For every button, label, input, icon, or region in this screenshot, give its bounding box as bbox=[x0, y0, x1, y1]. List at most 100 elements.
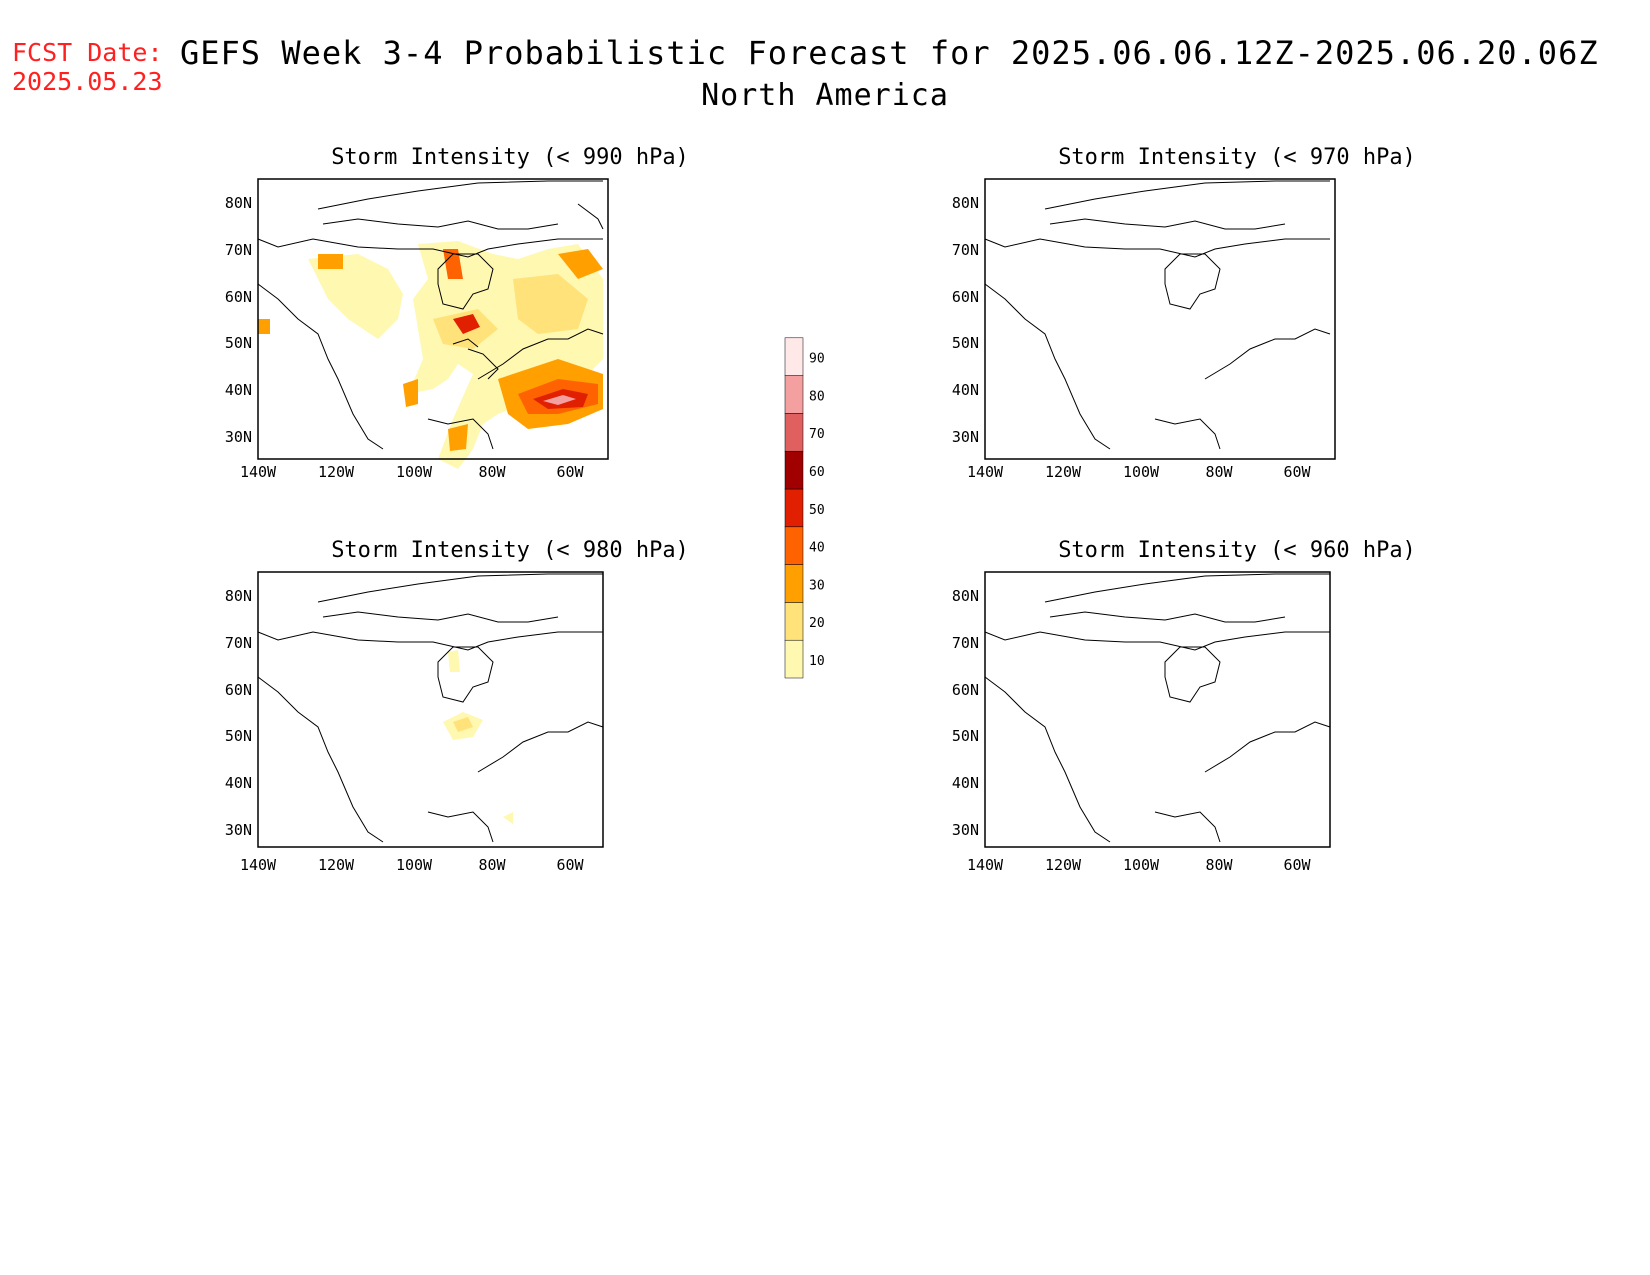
lat-tick-label: 70N bbox=[952, 241, 979, 259]
lon-tick-label: 60W bbox=[556, 463, 584, 481]
colorbar-label: 60 bbox=[809, 465, 825, 480]
lat-tick-label: 60N bbox=[952, 681, 979, 699]
lat-tick-label: 50N bbox=[225, 334, 252, 352]
shade-area bbox=[318, 254, 343, 269]
lat-tick-label: 40N bbox=[225, 774, 252, 792]
lon-tick-label: 100W bbox=[1123, 463, 1160, 481]
colorbar-swatch bbox=[784, 526, 804, 565]
shade-area bbox=[543, 395, 576, 405]
shade-area bbox=[558, 249, 603, 279]
lat-tick-label: 70N bbox=[225, 241, 252, 259]
colorbar-labels: 10 20 30 40 50 60 70 80 90 bbox=[809, 352, 825, 669]
lon-tick-label: 80W bbox=[1205, 856, 1233, 874]
map-980: 80N 70N 60N 50N 40N 30N 140W 120W 100W 80W 60W bbox=[225, 571, 604, 874]
probability-shading bbox=[258, 241, 603, 469]
colorbar-boxes bbox=[784, 337, 804, 679]
lat-tick-label: 70N bbox=[952, 634, 979, 652]
lat-tick-label: 30N bbox=[952, 821, 979, 839]
shade-area bbox=[443, 249, 463, 279]
colorbar-swatch bbox=[784, 639, 804, 679]
colorbar-label: 10 bbox=[809, 654, 825, 669]
lat-tick-label: 30N bbox=[952, 428, 979, 446]
lon-tick-label: 80W bbox=[478, 463, 506, 481]
lat-tick-label: 60N bbox=[952, 288, 979, 306]
map-frame bbox=[984, 571, 1331, 848]
shade-area bbox=[448, 650, 460, 672]
panel-title-970: Storm Intensity (< 970 hPa) bbox=[1058, 145, 1416, 170]
shade-area bbox=[308, 254, 403, 339]
lat-tick-label: 50N bbox=[952, 727, 979, 745]
shade-area bbox=[448, 424, 468, 451]
coastline bbox=[984, 180, 1331, 450]
colorbar-label: 90 bbox=[809, 352, 825, 367]
colorbar-swatch bbox=[784, 337, 804, 376]
probability-shading bbox=[443, 650, 513, 824]
panel-title-980: Storm Intensity (< 980 hPa) bbox=[331, 538, 689, 563]
lat-tick-label: 60N bbox=[225, 288, 252, 306]
forecast-date-value: 2025.05.23 bbox=[12, 67, 163, 96]
colorbar-swatch bbox=[784, 564, 804, 603]
lon-tick-label: 100W bbox=[1123, 856, 1160, 874]
shade-area bbox=[453, 717, 473, 732]
page-subtitle: North America bbox=[701, 78, 949, 113]
lon-tick-label: 140W bbox=[240, 463, 277, 481]
lon-tick-label: 120W bbox=[1045, 856, 1082, 874]
colorbar-label: 80 bbox=[809, 389, 825, 404]
shade-area bbox=[453, 314, 480, 334]
coastline bbox=[984, 573, 1331, 843]
shade-area bbox=[408, 241, 603, 469]
lon-tick-label: 140W bbox=[967, 856, 1004, 874]
colorbar-label: 70 bbox=[809, 427, 825, 442]
map-frame bbox=[257, 178, 609, 460]
lon-tick-label: 120W bbox=[1045, 463, 1082, 481]
panel-title-960: Storm Intensity (< 960 hPa) bbox=[1058, 538, 1416, 563]
forecast-date-block: FCST Date: 2025.05.23 bbox=[12, 38, 163, 96]
shade-area bbox=[503, 812, 513, 824]
lon-tick-label: 80W bbox=[1205, 463, 1233, 481]
colorbar-swatch bbox=[784, 450, 804, 490]
colorbar-swatch bbox=[784, 375, 804, 414]
lat-tick-label: 50N bbox=[225, 727, 252, 745]
lat-tick-label: 80N bbox=[952, 587, 979, 605]
lat-tick-label: 30N bbox=[225, 821, 252, 839]
panel-980: Storm Intensity (< 980 hPa) 80N 70N 60N 50N… bbox=[225, 538, 818, 958]
coastline bbox=[257, 573, 604, 843]
forecast-date-label: FCST Date: bbox=[12, 38, 163, 67]
lon-tick-label: 60W bbox=[556, 856, 584, 874]
colorbar-swatch bbox=[784, 488, 804, 528]
lat-tick-label: 70N bbox=[225, 634, 252, 652]
shade-area bbox=[403, 379, 418, 407]
panel-960: Storm Intensity (< 960 hPa) 80N 70N 60N 50N… bbox=[952, 538, 1545, 958]
map-frame bbox=[257, 571, 604, 848]
panel-970: Storm Intensity (< 970 hPa) 80N 70N 60N 50N… bbox=[952, 145, 1545, 565]
lat-tick-label: 60N bbox=[225, 681, 252, 699]
lon-tick-label: 100W bbox=[396, 463, 433, 481]
colorbar-swatch bbox=[784, 602, 804, 641]
lat-tick-label: 30N bbox=[225, 428, 252, 446]
coastline bbox=[257, 180, 604, 450]
panel-990: Storm Intensity (< 990 hPa) bbox=[225, 145, 818, 565]
page-title: GEFS Week 3-4 Probabilistic Forecast for… bbox=[180, 34, 1599, 72]
lon-tick-label: 60W bbox=[1283, 463, 1311, 481]
lon-tick-label: 120W bbox=[318, 463, 355, 481]
lat-tick-label: 40N bbox=[952, 381, 979, 399]
shade-area bbox=[258, 319, 270, 334]
colorbar-swatch bbox=[784, 413, 804, 452]
map-960: 80N 70N 60N 50N 40N 30N 140W 120W 100W 80W 60W bbox=[952, 571, 1331, 874]
lon-tick-label: 140W bbox=[240, 856, 277, 874]
lat-tick-label: 50N bbox=[952, 334, 979, 352]
lat-tick-label: 40N bbox=[952, 774, 979, 792]
shade-area bbox=[513, 274, 588, 334]
lat-tick-label: 80N bbox=[225, 194, 252, 212]
colorbar: 10 20 30 40 50 60 70 80 90 bbox=[784, 337, 825, 679]
colorbar-label: 50 bbox=[809, 503, 825, 518]
lon-tick-label: 120W bbox=[318, 856, 355, 874]
colorbar-label: 30 bbox=[809, 578, 825, 593]
map-frame bbox=[984, 178, 1336, 460]
lon-tick-label: 60W bbox=[1283, 856, 1311, 874]
panel-title-990: Storm Intensity (< 990 hPa) bbox=[331, 145, 689, 170]
lat-tick-label: 80N bbox=[952, 194, 979, 212]
lat-tick-label: 40N bbox=[225, 381, 252, 399]
lon-tick-label: 100W bbox=[396, 856, 433, 874]
colorbar-label: 20 bbox=[809, 616, 825, 631]
